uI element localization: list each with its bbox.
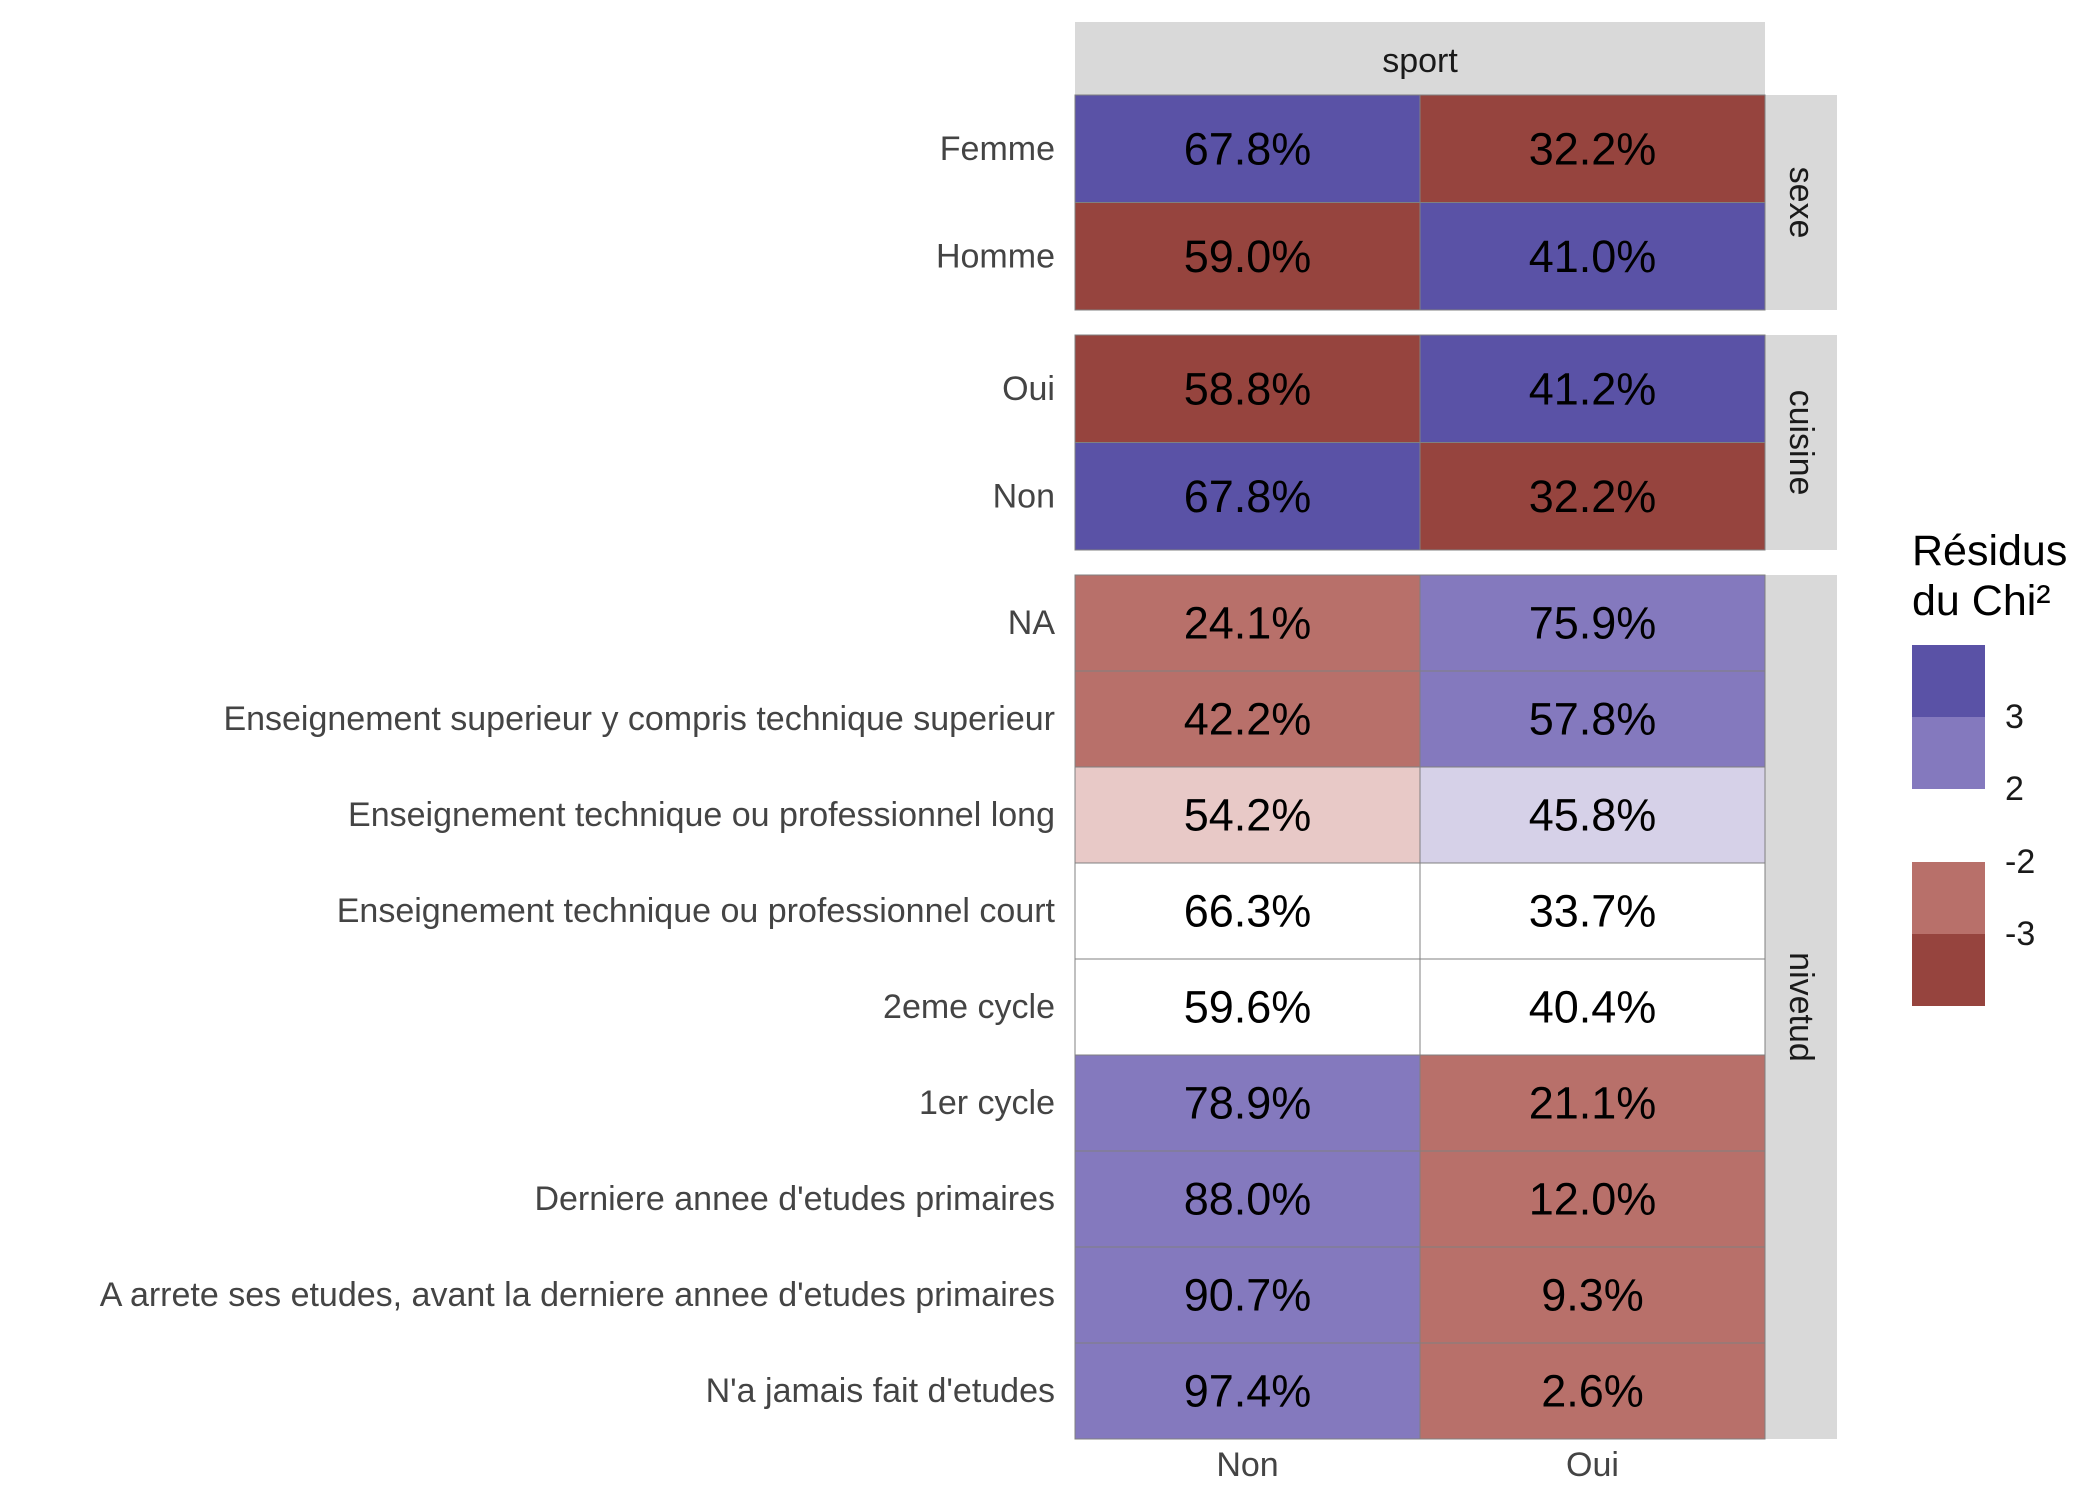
heatmap-cell: [1419, 94, 1766, 203]
cell-value-label: 41.2%: [1529, 363, 1657, 414]
row-label: Enseignement superieur y compris techniq…: [223, 700, 1055, 738]
cell-value-label: 33.7%: [1529, 886, 1657, 937]
legend-swatch-gt3: [1912, 645, 1985, 717]
row-label: Non: [993, 477, 1055, 515]
legend-swatch-neg3to-2: [1912, 862, 1985, 934]
x-tick-label-oui: Oui: [1566, 1446, 1619, 1484]
legend-swatch-lt-3: [1912, 934, 1985, 1006]
x-axis: Non Oui: [1216, 1446, 1619, 1484]
heatmap-cell: [1419, 670, 1766, 768]
heatmap-cell: [1419, 766, 1766, 864]
facet-strips: sport sexe cuisine nivetud: [1075, 22, 1837, 1439]
heatmap-cell: [1074, 862, 1421, 960]
legend-title-line1: Résidus: [1912, 527, 2067, 575]
heatmap-cell: [1419, 574, 1766, 672]
cell-value-label: 9.3%: [1541, 1270, 1644, 1321]
cell-value-label: 67.8%: [1184, 471, 1312, 522]
heatmap-cell: [1419, 334, 1766, 443]
heatmap-cell: [1074, 442, 1421, 551]
heatmap-cell: [1419, 1054, 1766, 1152]
row-label: Enseignement technique ou professionnel …: [348, 796, 1055, 834]
legend-label: 2: [2005, 770, 2024, 808]
cell-value-label: 58.8%: [1184, 363, 1312, 414]
cell-value-label: 54.2%: [1184, 790, 1312, 841]
row-strip-sexe: [1765, 95, 1837, 310]
heatmap-cell: [1074, 766, 1421, 864]
heatmap-cell: [1419, 1246, 1766, 1344]
legend-label: 3: [2005, 698, 2024, 736]
cell-value-label: 21.1%: [1529, 1078, 1657, 1129]
row-label: N'a jamais fait d'etudes: [706, 1372, 1055, 1410]
row-label: Femme: [940, 130, 1055, 168]
heatmap-cell: [1419, 202, 1766, 311]
heatmap-cell: [1074, 1054, 1421, 1152]
cell-value-label: 42.2%: [1184, 694, 1312, 745]
column-strip: [1075, 22, 1765, 95]
heatmap-cell: [1419, 1342, 1766, 1440]
cell-value-label: 2.6%: [1541, 1366, 1644, 1417]
row-strip-label-sexe: sexe: [1782, 167, 1820, 239]
cell-value-label: 90.7%: [1184, 1270, 1312, 1321]
legend-label: -2: [2005, 843, 2035, 881]
legend-title-line2: du Chi²: [1912, 577, 2051, 625]
row-strip-label-cuisine: cuisine: [1782, 390, 1820, 496]
cell-value-label: 12.0%: [1529, 1174, 1657, 1225]
cell-value-label: 45.8%: [1529, 790, 1657, 841]
cell-value-label: 75.9%: [1529, 598, 1657, 649]
heatmap-cell: [1419, 442, 1766, 551]
cell-value-label: 41.0%: [1529, 231, 1657, 282]
cell-value-label: 67.8%: [1184, 123, 1312, 174]
cell-value-label: 40.4%: [1529, 982, 1657, 1033]
cell-value-label: 59.0%: [1184, 231, 1312, 282]
legend-label: -3: [2005, 915, 2035, 953]
cell-value-label: 59.6%: [1184, 982, 1312, 1033]
heatmap-cell: [1074, 1150, 1421, 1248]
cell-value-label: 66.3%: [1184, 886, 1312, 937]
heatmap-cell: [1419, 958, 1766, 1056]
heatmap-cell: [1419, 862, 1766, 960]
row-strip-cuisine: [1765, 335, 1837, 550]
row-label: Enseignement technique ou professionnel …: [337, 892, 1056, 930]
heatmap-cell: [1074, 94, 1421, 203]
row-label: Oui: [1002, 370, 1055, 408]
heatmap-cell: [1074, 958, 1421, 1056]
x-tick-label-non: Non: [1216, 1446, 1278, 1484]
heatmap-cell: [1074, 574, 1421, 672]
heatmap-cell: [1074, 670, 1421, 768]
heatmap-cell: [1074, 1342, 1421, 1440]
cell-value-label: 32.2%: [1529, 123, 1657, 174]
row-label: 1er cycle: [919, 1084, 1055, 1122]
heatmap-cells: 67.8% 32.2% 59.0% 41.0% 58.8% 41.2% 67.8% 32.2%…: [1074, 94, 1766, 1440]
row-labels: Femme Homme Oui Non NA Enseignement superieur…: [100, 130, 1056, 1410]
cell-value-label: 78.9%: [1184, 1078, 1312, 1129]
cell-value-label: 57.8%: [1529, 694, 1657, 745]
cell-value-label: 97.4%: [1184, 1366, 1312, 1417]
legend-swatch-2to3: [1912, 717, 1985, 789]
heatmap-cell: [1074, 202, 1421, 311]
cell-value-label: 24.1%: [1184, 598, 1312, 649]
row-label: NA: [1008, 604, 1056, 642]
row-label: Homme: [936, 237, 1055, 275]
row-label: 2eme cycle: [883, 988, 1055, 1026]
row-label: A arrete ses etudes, avant la derniere a…: [100, 1276, 1055, 1314]
row-label: Derniere annee d'etudes primaires: [534, 1180, 1055, 1218]
cell-value-label: 32.2%: [1529, 471, 1657, 522]
cell-value-label: 88.0%: [1184, 1174, 1312, 1225]
column-strip-label: sport: [1382, 42, 1458, 80]
row-strip-nivetud: [1765, 575, 1837, 1439]
row-strip-label-nivetud: nivetud: [1782, 952, 1820, 1062]
